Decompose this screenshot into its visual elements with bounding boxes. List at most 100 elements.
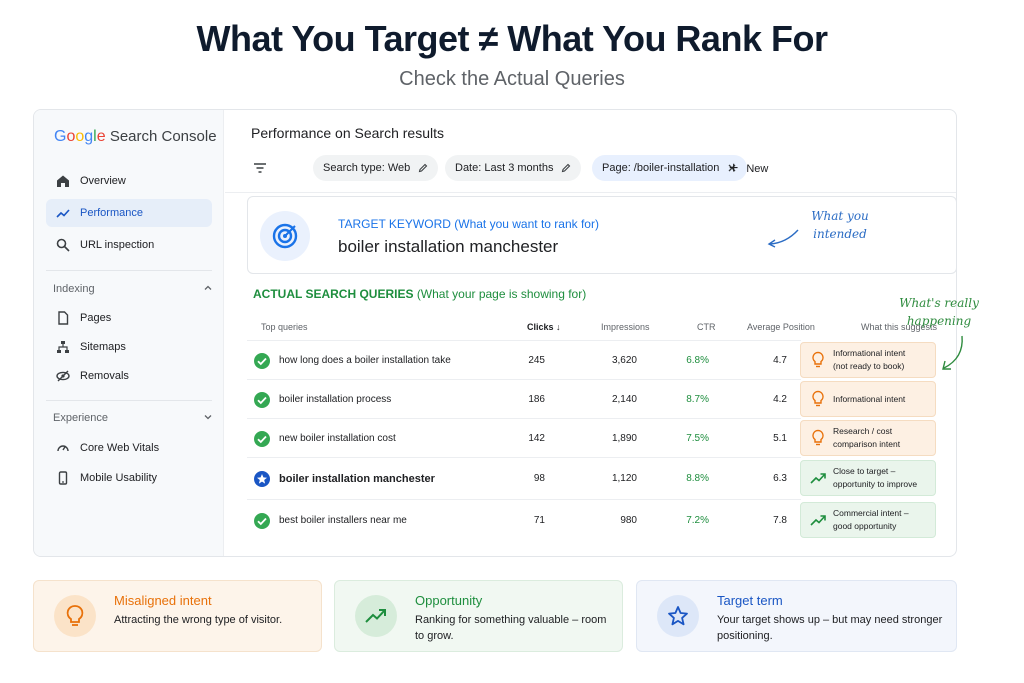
search-console-panel: Google Search Console Overview Performan…: [33, 109, 957, 557]
suggestion-line: Research / cost: [833, 426, 893, 437]
headline: What You Target ≠ What You Rank For: [196, 18, 828, 59]
sidebar-item-label: Pages: [80, 312, 112, 324]
filter-chip-search-type[interactable]: Search type: Web: [313, 155, 439, 181]
suggestion-badge: Research / cost comparison intent: [800, 420, 936, 456]
card-description: Your target shows up – but may need stro…: [717, 614, 943, 642]
position-cell: 4.7: [773, 355, 787, 366]
sidebar-item-label: Removals: [80, 370, 129, 382]
handwritten-note-happening: What's really happening: [887, 294, 991, 330]
arrow-left-icon: [766, 227, 800, 254]
new-filter-button[interactable]: + New: [729, 160, 768, 178]
card-title: Opportunity: [415, 593, 483, 608]
legend-card-opportunity: Opportunity Ranking for something valuab…: [334, 580, 623, 652]
position-cell: 6.3: [773, 473, 787, 484]
new-filter-label: New: [746, 163, 769, 175]
section-experience[interactable]: Experience: [53, 412, 213, 425]
table-row[interactable]: how long does a boiler installation take…: [247, 340, 801, 379]
sitemap-icon: [54, 338, 72, 356]
clicks-cell: 98: [533, 473, 545, 484]
subhead: Check the Actual Queries: [399, 68, 625, 90]
sidebar-item-label: Mobile Usability: [80, 472, 158, 484]
impressions-cell: 1,120: [611, 473, 637, 484]
suggestion-badge: Informational intent (not ready to book): [800, 342, 936, 378]
column-header-clicks[interactable]: Clicks ↓: [527, 322, 561, 332]
column-header-label: Clicks: [527, 322, 554, 332]
sidebar: Google Search Console Overview Performan…: [34, 110, 224, 556]
note-line: happening: [906, 314, 972, 328]
star-circle-icon: [253, 470, 271, 493]
chevron-up-icon: [203, 283, 213, 296]
section-label: Indexing: [53, 283, 95, 295]
clicks-cell: 142: [528, 433, 545, 444]
page-icon: [54, 309, 72, 327]
filter-chip-date[interactable]: Date: Last 3 months: [445, 155, 582, 181]
chip-label: Search type: Web: [323, 162, 411, 174]
query-cell: boiler installation manchester: [279, 473, 435, 485]
divider: [225, 192, 956, 193]
sidebar-item-label: Overview: [80, 175, 126, 187]
sidebar-item-performance[interactable]: Performance: [46, 199, 212, 227]
suggestion-line: Informational intent: [833, 393, 906, 404]
sidebar-item-label: URL inspection: [80, 239, 155, 251]
sidebar-item-sitemaps[interactable]: Sitemaps: [46, 333, 212, 361]
query-cell: new boiler installation cost: [279, 433, 396, 444]
home-icon: [54, 172, 72, 190]
table-row[interactable]: boiler installation manchester 98 1,120 8.8…: [247, 457, 801, 499]
close-icon[interactable]: [727, 163, 737, 173]
check-circle-icon: [253, 352, 271, 375]
section-indexing[interactable]: Indexing: [53, 283, 213, 296]
target-icon: [260, 211, 310, 261]
card-title: Target term: [717, 593, 783, 608]
trending-up-icon: [807, 514, 829, 526]
table-row[interactable]: new boiler installation cost 142 1,890 7.5%…: [247, 418, 801, 457]
table-row[interactable]: best boiler installers near me 71 980 7.2% 7…: [247, 499, 801, 541]
lightbulb-icon: [807, 429, 829, 447]
divider: [46, 270, 212, 271]
note-line: What's really: [899, 296, 979, 310]
suggestion-text: Close to target – opportunity to improve: [833, 465, 917, 491]
actual-queries-label: ACTUAL SEARCH QUERIES (What your page is…: [253, 287, 586, 301]
suggestion-line: Informational intent: [833, 348, 906, 359]
column-header-query[interactable]: Top queries: [261, 322, 308, 332]
star-icon: [657, 595, 699, 637]
product-name: Search Console: [109, 128, 217, 145]
query-cell: boiler installation process: [279, 394, 392, 405]
card-title: Misaligned intent: [114, 593, 212, 608]
clicks-cell: 245: [528, 355, 545, 366]
ctr-cell: 6.8%: [686, 355, 709, 366]
sidebar-item-label: Performance: [80, 207, 143, 219]
sidebar-item-mobile-usability[interactable]: Mobile Usability: [46, 464, 212, 492]
arrow-curve-icon: [938, 334, 968, 379]
target-keyword: boiler installation manchester: [338, 237, 559, 256]
phone-icon: [54, 469, 72, 487]
target-label-text: TARGET KEYWORD: [338, 217, 451, 231]
column-header-impressions[interactable]: Impressions: [601, 322, 650, 332]
column-header-position[interactable]: Average Position: [747, 322, 815, 332]
sidebar-item-url-inspection[interactable]: URL inspection: [46, 231, 212, 259]
suggestion-line: Commercial intent –: [833, 508, 909, 519]
actual-label-hint: (What your page is showing for): [416, 287, 587, 301]
divider: [46, 400, 212, 401]
trending-up-icon: [807, 472, 829, 484]
column-header-ctr[interactable]: CTR: [697, 322, 716, 332]
sort-down-icon: ↓: [556, 322, 561, 332]
clicks-cell: 71: [533, 515, 545, 526]
sidebar-item-pages[interactable]: Pages: [46, 304, 212, 332]
impressions-cell: 1,890: [611, 433, 637, 444]
lightbulb-icon: [807, 390, 829, 408]
table-row[interactable]: boiler installation process 186 2,140 8.7% 4…: [247, 379, 801, 418]
eye-off-icon: [54, 367, 72, 385]
suggestion-line: Close to target –: [833, 466, 896, 477]
filter-icon[interactable]: [253, 161, 267, 179]
suggestion-line: (not ready to book): [833, 361, 905, 371]
suggestion-badge: Commercial intent – good opportunity: [800, 502, 936, 538]
logo[interactable]: Google Search Console: [54, 128, 217, 146]
google-wordmark: Google: [54, 128, 106, 145]
card-description: Ranking for something valuable – room to…: [415, 614, 607, 642]
sidebar-item-core-web-vitals[interactable]: Core Web Vitals: [46, 434, 212, 462]
suggestion-line: good opportunity: [833, 521, 897, 531]
sidebar-item-overview[interactable]: Overview: [46, 167, 212, 195]
filter-chip-page[interactable]: Page: /boiler-installation: [592, 155, 748, 181]
sidebar-item-removals[interactable]: Removals: [46, 362, 212, 390]
card-description: Attracting the wrong type of visitor.: [114, 614, 283, 626]
